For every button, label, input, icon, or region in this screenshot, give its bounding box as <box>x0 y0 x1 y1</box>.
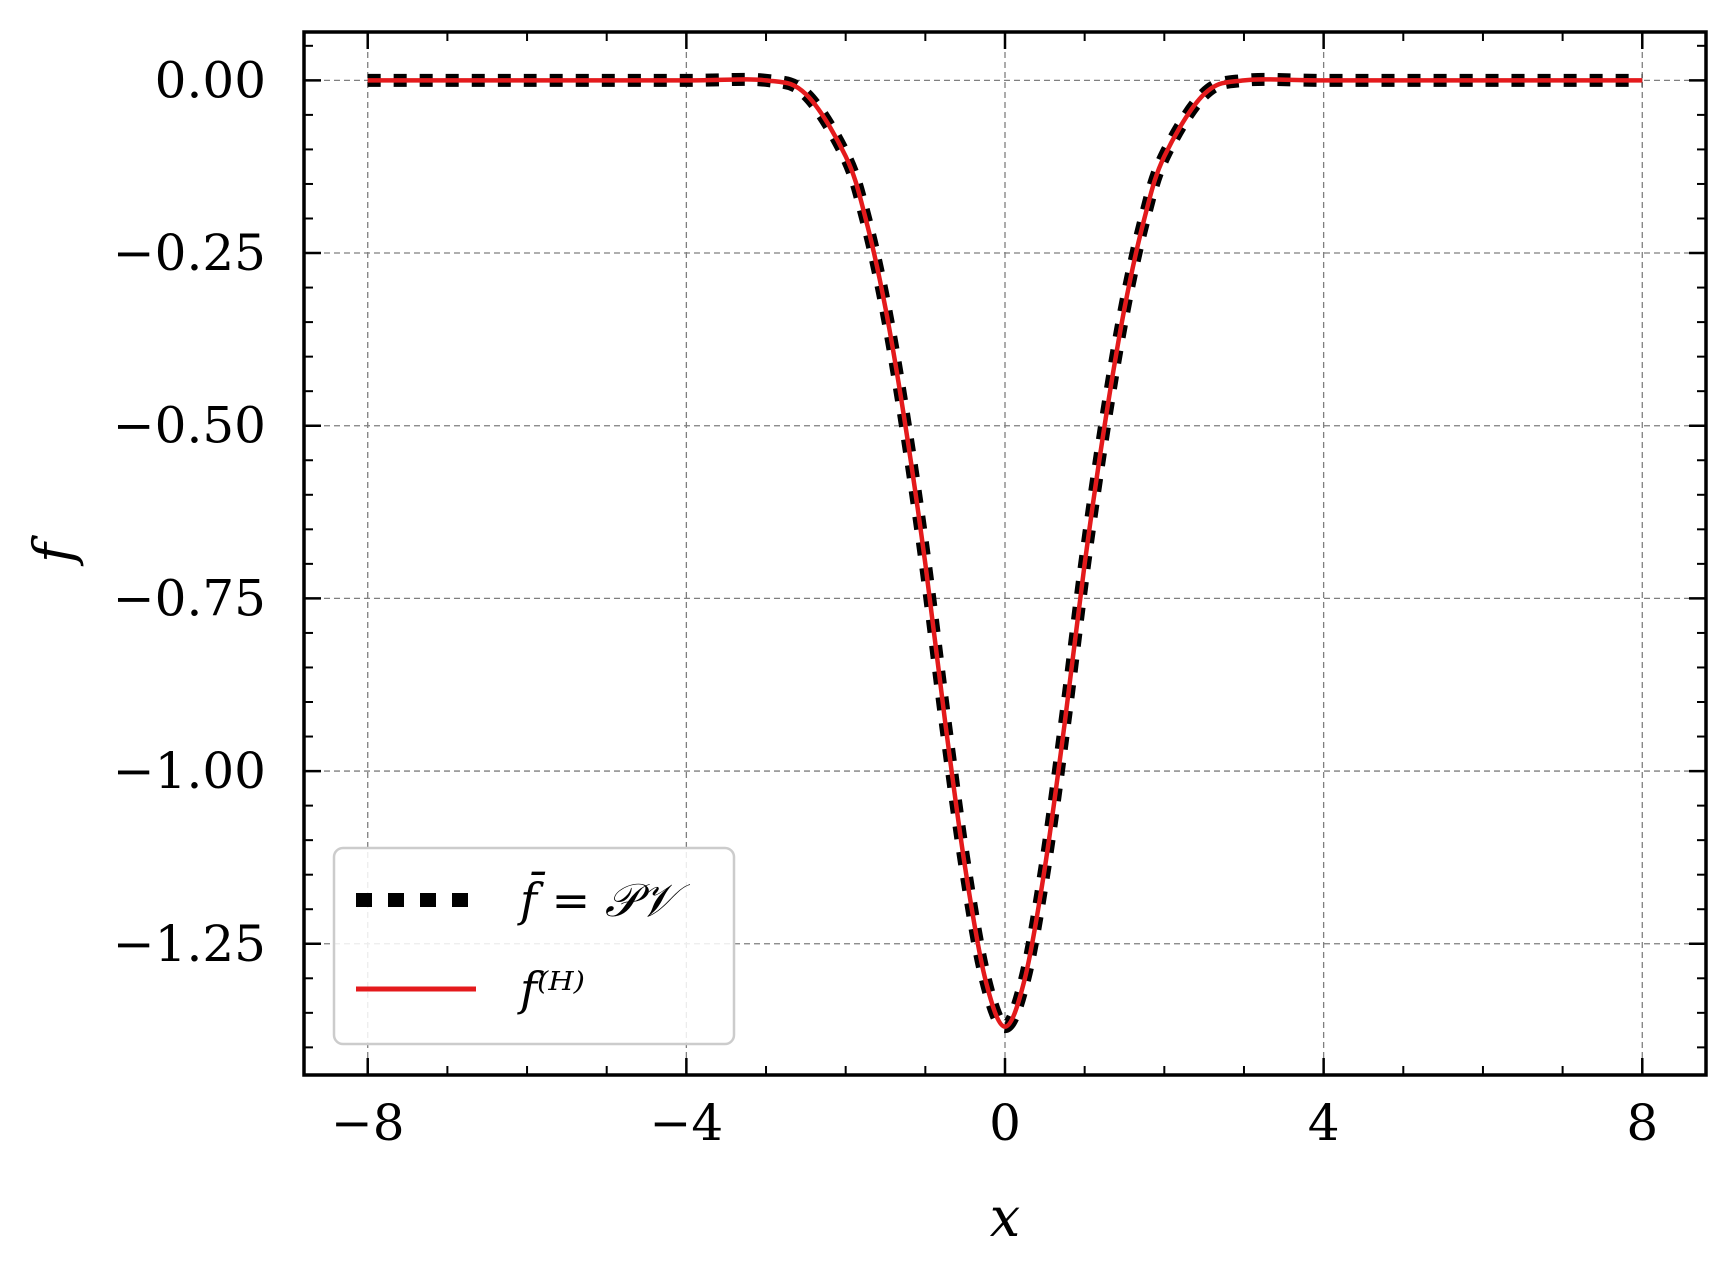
x-tick-label: 8 <box>1626 1094 1658 1152</box>
x-tick-label: 4 <box>1308 1094 1340 1152</box>
y-tick-label: −1.25 <box>113 915 266 973</box>
y-tick-label: −1.00 <box>113 742 266 800</box>
series-layer <box>367 72 1643 1034</box>
tick-labels: −8 −4 0 4 8 0.00 −0.25 −0.50 −0.75 −1.00 −1.25 <box>113 51 1658 1152</box>
y-tick-label: 0.00 <box>155 51 266 109</box>
series-line-fh <box>367 77 1643 1029</box>
x-axis-label: x <box>990 1186 1020 1249</box>
legend-label-fh: f⁽ᴴ⁾ <box>517 962 585 1016</box>
y-tick-label: −0.75 <box>113 569 266 627</box>
y-tick-label: −0.50 <box>113 397 266 455</box>
plot-frame <box>302 30 1708 1077</box>
x-tick-label: −4 <box>650 1094 724 1152</box>
x-tick-label: −8 <box>331 1094 405 1152</box>
x-tick-label: 0 <box>989 1094 1021 1152</box>
legend: f̄ = 𝒫𝒱 f⁽ᴴ⁾ <box>332 846 736 1046</box>
legend-label-pv: f̄ = 𝒫𝒱 <box>517 870 691 927</box>
y-tick-label: −0.25 <box>113 224 266 282</box>
